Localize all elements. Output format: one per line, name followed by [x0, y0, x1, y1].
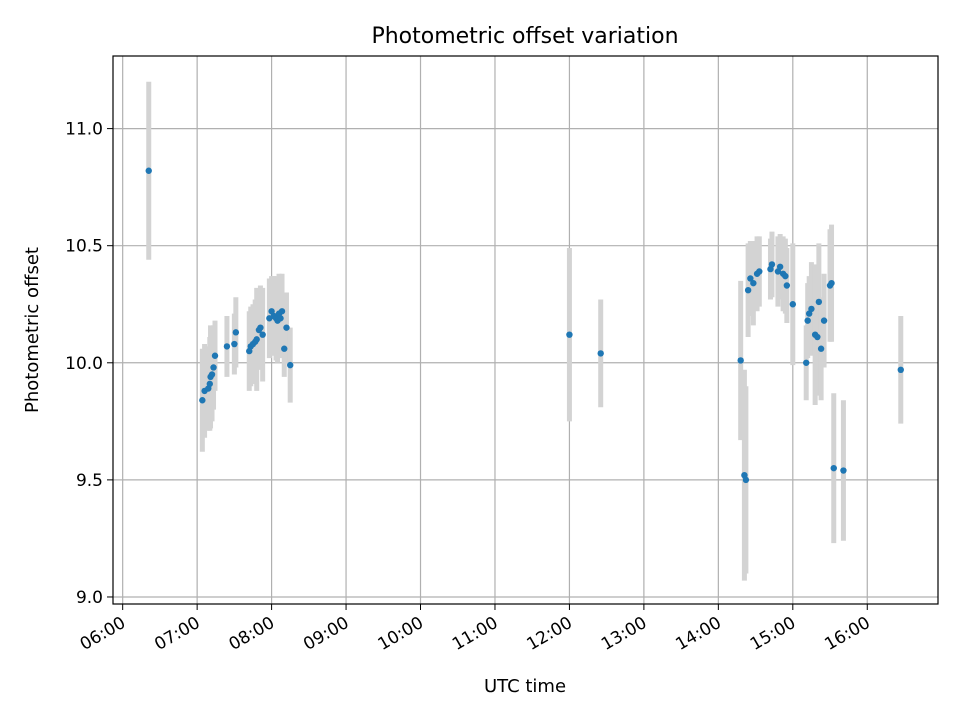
data-point [745, 287, 751, 293]
data-point [756, 268, 762, 274]
x-axis-label: UTC time [484, 676, 566, 697]
data-point [254, 336, 260, 342]
data-point [231, 341, 237, 347]
x-tick-label: 09:00 [300, 613, 352, 655]
data-point [750, 280, 756, 286]
data-point [818, 346, 824, 352]
data-point [277, 315, 283, 321]
data-point [224, 343, 230, 349]
data-point [790, 301, 796, 307]
data-point [257, 324, 263, 330]
x-tick-label: 15:00 [747, 613, 799, 655]
data-point [831, 465, 837, 471]
data-point [769, 261, 775, 267]
data-point [840, 467, 846, 473]
tick-layer: 06:00 07:00 08:00 09:00 10:00 11:00 12:00 13:00… [65, 120, 874, 655]
data-point [784, 282, 790, 288]
data-point [146, 168, 152, 174]
chart-title: Photometric offset variation [371, 24, 678, 49]
x-tick-label: 14:00 [672, 613, 724, 655]
data-point [287, 362, 293, 368]
y-tick-label: 9.5 [76, 471, 103, 491]
data-point [259, 331, 265, 337]
data-point [803, 360, 809, 366]
y-tick-label: 10.5 [65, 237, 103, 257]
data-point [279, 308, 285, 314]
data-point [737, 357, 743, 363]
y-tick-label: 10.0 [65, 354, 103, 374]
data-point [898, 367, 904, 373]
data-point [828, 280, 834, 286]
y-axis-label: Photometric offset [22, 247, 43, 413]
data-point [209, 371, 215, 377]
data-point [808, 306, 814, 312]
data-point [598, 350, 604, 356]
data-point [821, 317, 827, 323]
data-point [212, 353, 218, 359]
data-point [566, 331, 572, 337]
data-point [283, 324, 289, 330]
x-tick-label: 12:00 [523, 613, 575, 655]
data-point [210, 364, 216, 370]
data-point [777, 264, 783, 270]
x-tick-label: 06:00 [77, 613, 129, 655]
data-point [199, 397, 205, 403]
x-tick-label: 16:00 [821, 613, 873, 655]
y-tick-label: 11.0 [65, 120, 103, 140]
data-point [233, 329, 239, 335]
data-point [782, 273, 788, 279]
data-point [814, 334, 820, 340]
data-point [804, 317, 810, 323]
data-point [816, 299, 822, 305]
x-tick-label: 07:00 [151, 613, 203, 655]
data-point [743, 477, 749, 483]
x-tick-label: 13:00 [598, 613, 650, 655]
x-tick-label: 11:00 [449, 613, 501, 655]
x-tick-label: 10:00 [375, 613, 427, 655]
y-tick-label: 9.0 [76, 588, 103, 608]
data-point [281, 346, 287, 352]
point-layer [146, 168, 904, 484]
data-point [207, 381, 213, 387]
x-tick-label: 08:00 [226, 613, 278, 655]
